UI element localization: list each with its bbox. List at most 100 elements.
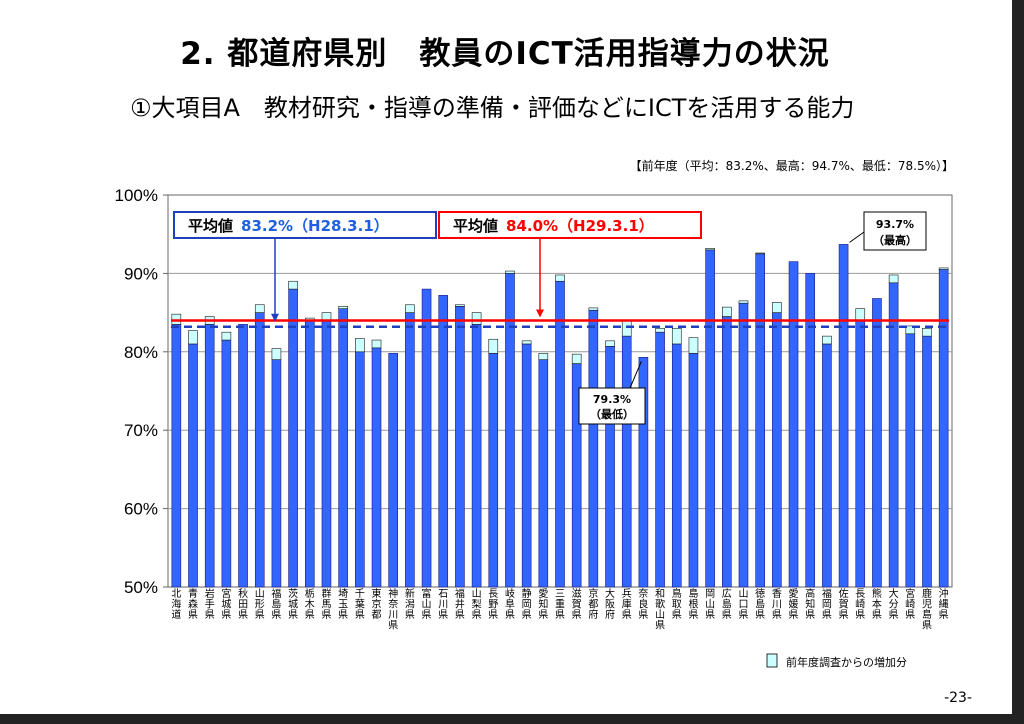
increase-bar: [905, 325, 916, 335]
increase-bar: [888, 274, 899, 284]
min-annotation-value: 79.3%: [593, 393, 631, 406]
bar: [722, 316, 732, 588]
increase-bar: [355, 338, 365, 353]
increase-bar: [738, 300, 749, 304]
bar: [755, 253, 765, 588]
bar: [405, 312, 415, 588]
bar: [688, 353, 699, 588]
previous-year-note: 【前年度（平均：83.2%、最高：94.7%、最低：78.5%）】: [629, 159, 954, 173]
x-category-label: 東京都: [372, 587, 382, 621]
y-tick-label: 90%: [124, 264, 158, 283]
increase-bar: [772, 302, 782, 313]
x-category-label: 大阪府: [605, 587, 615, 621]
y-tick-label: 80%: [124, 343, 158, 362]
increase-bar: [722, 306, 732, 317]
bar: [538, 359, 549, 588]
x-category-label: 栃木県: [305, 587, 315, 621]
increase-bar: [405, 304, 415, 313]
bar: [188, 343, 198, 588]
bar: [905, 333, 916, 588]
bar-chart: 50% 60% 70% 80% 90% 100% 北海道青森県岩手県宮城県秋田県山形県福島県…: [115, 186, 953, 669]
y-tick-label: 100%: [115, 186, 158, 205]
bar: [421, 288, 432, 588]
prev-average-arrowhead: [271, 313, 279, 322]
max-annotation-box: [863, 211, 927, 251]
x-category-label: 埼玉県: [338, 587, 348, 621]
x-category-label: 大分県: [889, 587, 899, 621]
x-category-label: 神奈川県: [388, 587, 398, 632]
page-number: -23-: [944, 690, 972, 706]
increase-bar: [571, 353, 582, 364]
x-category-label: 青森県: [188, 587, 198, 621]
max-annotation-note: （最高）: [873, 233, 917, 247]
bar: [655, 331, 665, 588]
x-category-label: 京都府: [588, 587, 598, 621]
bar: [438, 295, 449, 588]
increase-bar: [755, 252, 765, 255]
bar: [371, 347, 382, 588]
bar: [321, 320, 332, 588]
bar: [204, 324, 215, 588]
bar: [271, 359, 282, 588]
increase-bar: [605, 340, 615, 347]
increase-bar: [588, 307, 599, 311]
bar: [254, 312, 265, 588]
x-category-label: 福岡県: [822, 587, 832, 621]
bar: [621, 335, 632, 588]
legend-label: 前年度調査からの増加分: [786, 655, 907, 669]
increase-bar: [688, 337, 699, 354]
x-category-label: 山形県: [255, 588, 265, 621]
bar: [588, 309, 599, 588]
x-category-label: 高知県: [805, 587, 815, 621]
increase-bar: [471, 312, 482, 325]
x-category-label: 香川県: [772, 588, 782, 621]
x-category-label: 岐阜県: [505, 587, 515, 621]
x-category-label: 岡山県: [705, 588, 715, 621]
bar: [455, 306, 465, 588]
y-tick-label: 60%: [124, 500, 158, 519]
increase-bar: [671, 327, 682, 345]
x-category-label: 愛知県: [538, 587, 548, 621]
prev-average-box: [173, 211, 437, 239]
bar: [171, 324, 182, 588]
x-category-label: 滋賀県: [572, 587, 582, 621]
bar: [705, 249, 715, 588]
x-category-label: 福井県: [455, 587, 465, 621]
x-category-label: 長崎県: [855, 588, 865, 621]
bar: [238, 324, 248, 588]
x-category-label: 福島県: [271, 587, 281, 621]
bar: [471, 324, 482, 588]
increase-bar: [221, 331, 232, 341]
increase-bar: [488, 338, 499, 354]
bar: [772, 312, 782, 588]
bar: [521, 343, 532, 588]
increase-bar: [254, 304, 265, 313]
increase-bar: [555, 274, 565, 282]
x-category-label: 新潟県: [405, 587, 415, 621]
bar: [388, 353, 398, 588]
increase-bar: [188, 330, 198, 345]
increase-bar: [855, 308, 866, 321]
bar: [738, 302, 749, 588]
x-category-label: 群馬県: [321, 587, 331, 621]
x-category-label: 三重県: [555, 589, 565, 621]
bar: [788, 261, 799, 588]
x-category-label: 山梨県: [472, 588, 482, 621]
max-annotation-arrow: [849, 231, 865, 243]
frame-right: [1012, 0, 1024, 724]
y-tick-label: 50%: [124, 578, 158, 597]
increase-bar: [655, 327, 665, 333]
increase-bar: [621, 320, 632, 337]
increase-bar: [371, 339, 382, 349]
frame-bottom: [0, 714, 1024, 724]
min-annotation-note: （最低）: [590, 407, 634, 421]
page-title: 2. 都道府県別 教員のICT活用指導力の状況: [180, 36, 830, 72]
x-category-label: 佐賀県: [839, 588, 849, 621]
bar: [671, 343, 682, 588]
y-tick-label: 70%: [124, 421, 158, 440]
current-average-box: [438, 211, 702, 239]
x-category-label: 鹿児島県: [922, 587, 932, 632]
x-category-label: 奈良県: [638, 587, 648, 621]
min-annotation-box: [578, 387, 646, 425]
bar: [855, 320, 866, 588]
